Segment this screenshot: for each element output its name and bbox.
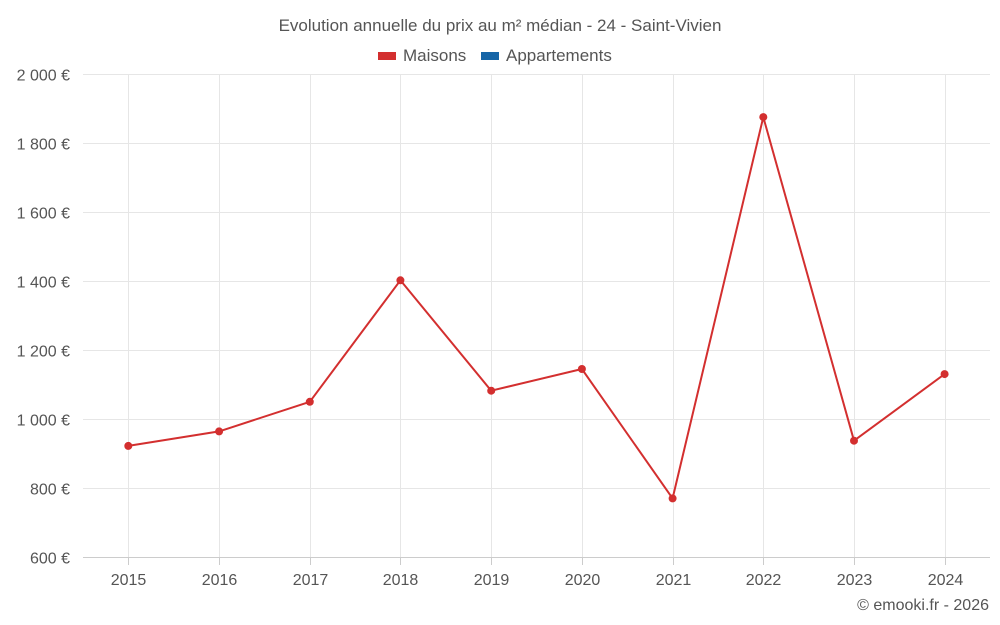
x-tick-label: 2020 bbox=[565, 572, 601, 589]
chart-title: Evolution annuelle du prix au m² médian … bbox=[279, 16, 722, 35]
grid bbox=[83, 74, 990, 558]
x-tick-label: 2016 bbox=[202, 572, 238, 589]
x-tick-label: 2024 bbox=[928, 572, 964, 589]
x-tick-label: 2019 bbox=[474, 572, 510, 589]
legend-label-appartements: Appartements bbox=[506, 46, 612, 65]
data-point-maisons-2024[interactable] bbox=[940, 370, 949, 379]
series-line-maisons bbox=[128, 116, 946, 500]
series-maisons bbox=[124, 113, 949, 503]
credit: © emooki.fr - 2026 bbox=[857, 597, 989, 614]
legend: Maisons Appartements bbox=[378, 46, 612, 65]
data-point-maisons-2020[interactable] bbox=[577, 365, 586, 373]
legend-label-maisons: Maisons bbox=[403, 46, 466, 65]
x-tick-label: 2017 bbox=[293, 572, 329, 589]
y-tick-label: 1 200 € bbox=[17, 344, 70, 361]
legend-swatch-maisons bbox=[378, 52, 396, 60]
y-tick-label: 800 € bbox=[30, 482, 70, 499]
y-tick-label: 1 800 € bbox=[17, 137, 70, 154]
y-tick-label: 1 000 € bbox=[17, 413, 70, 430]
data-point-maisons-2015[interactable] bbox=[124, 441, 133, 450]
x-axis-ticks: 2015 2016 2017 2018 2019 2020 2021 2022 2023 2024 bbox=[111, 557, 964, 589]
x-tick-label: 2021 bbox=[656, 572, 692, 589]
data-point-maisons-2023[interactable] bbox=[850, 436, 858, 445]
data-point-maisons-2018[interactable] bbox=[396, 276, 405, 285]
legend-item-maisons[interactable]: Maisons bbox=[378, 46, 466, 65]
data-point-maisons-2022[interactable] bbox=[759, 113, 768, 122]
y-tick-label: 1 400 € bbox=[17, 275, 70, 292]
x-tick-label: 2015 bbox=[111, 572, 147, 589]
y-axis-ticks: 600 € 800 € 1 000 € 1 200 € 1 400 € 1 600 € 1 … bbox=[17, 68, 70, 568]
data-point-maisons-2021[interactable] bbox=[668, 494, 677, 503]
y-tick-label: 600 € bbox=[30, 551, 70, 568]
x-tick-label: 2023 bbox=[837, 572, 873, 589]
y-tick-label: 1 600 € bbox=[17, 206, 70, 223]
x-tick-label: 2018 bbox=[383, 572, 419, 589]
x-tick-label: 2022 bbox=[746, 572, 782, 589]
y-tick-label: 2 000 € bbox=[17, 68, 70, 85]
data-point-maisons-2019[interactable] bbox=[487, 386, 496, 395]
legend-item-appartements[interactable]: Appartements bbox=[481, 46, 612, 65]
data-point-maisons-2017[interactable] bbox=[305, 397, 314, 406]
legend-swatch-appartements bbox=[481, 52, 499, 60]
data-point-maisons-2016[interactable] bbox=[215, 427, 224, 436]
